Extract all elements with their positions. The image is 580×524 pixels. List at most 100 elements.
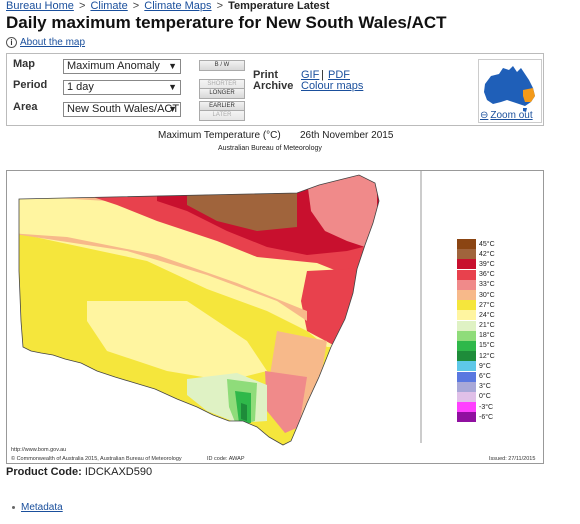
legend-label: 36°C <box>479 271 495 279</box>
breadcrumb-separator: > <box>78 0 86 12</box>
longer-button[interactable]: LONGER <box>199 88 245 99</box>
legend-swatch <box>457 300 476 311</box>
australia-minimap[interactable] <box>478 59 542 123</box>
period-select[interactable]: 1 day ▼ <box>63 80 181 95</box>
metadata-link[interactable]: Metadata <box>21 502 63 513</box>
legend-label: 12°C <box>479 352 495 360</box>
legend-swatch <box>457 249 476 260</box>
about-map-link[interactable]: About the map <box>20 37 86 48</box>
legend-swatch <box>457 402 476 413</box>
legend-swatch <box>457 259 476 270</box>
pdf-separator: | <box>321 69 324 81</box>
map-title: Maximum Temperature (°C) <box>158 130 281 141</box>
gif-link[interactable]: GIF <box>301 69 320 81</box>
print-label: Print <box>253 69 279 81</box>
period-select-value: 1 day <box>67 81 94 93</box>
breadcrumb-bureau-home[interactable]: Bureau Home <box>6 0 74 12</box>
map-copyright: © Commonwealth of Australia 2015, Austra… <box>11 456 182 462</box>
legend-swatch <box>457 279 476 290</box>
legend-item: 36°C <box>457 269 495 280</box>
breadcrumb-separator: > <box>216 0 224 12</box>
legend-label: 15°C <box>479 342 495 350</box>
chevron-down-icon: ▼ <box>168 61 177 71</box>
zoom-out-icon: ⊖ <box>480 110 489 121</box>
map-controls-panel: Map Maximum Anomaly ▼ Period 1 day ▼ Are… <box>6 53 544 126</box>
map-issued: Issued: 27/11/2015 <box>489 456 536 462</box>
legend-swatch <box>457 290 476 301</box>
breadcrumb-separator: > <box>132 0 140 12</box>
legend-swatch <box>457 381 476 392</box>
product-code-value: IDCKAXD590 <box>84 466 153 478</box>
legend-item: 27°C <box>457 300 495 311</box>
legend-item: 33°C <box>457 279 495 290</box>
map-select[interactable]: Maximum Anomaly ▼ <box>63 59 181 74</box>
map-date: 26th November 2015 <box>300 130 394 141</box>
legend-item: 3°C <box>457 381 495 392</box>
legend-swatch <box>457 310 476 321</box>
legend-item: 18°C <box>457 330 495 341</box>
zoom-out-link[interactable]: ⊖ Zoom out <box>480 110 533 121</box>
legend-swatch <box>457 340 476 351</box>
later-button[interactable]: LATER <box>199 110 245 121</box>
info-icon: i <box>6 37 17 48</box>
product-code: Product Code: IDCKAXD590 <box>6 466 152 478</box>
legend-label: 3°C <box>479 383 491 391</box>
legend-item: 15°C <box>457 340 495 351</box>
map-id-code: ID code: AWAP <box>207 456 245 462</box>
legend-item: 30°C <box>457 290 495 301</box>
breadcrumb-climate-maps[interactable]: Climate Maps <box>144 0 212 12</box>
breadcrumb: Bureau Home > Climate > Climate Maps > T… <box>6 0 329 12</box>
legend-item: 21°C <box>457 320 495 331</box>
australia-map-icon <box>484 66 535 112</box>
bw-button[interactable]: B / W <box>199 60 245 71</box>
page-title: Daily maximum temperature for New South … <box>6 13 447 32</box>
legend-label: 9°C <box>479 362 491 370</box>
area-select-value: New South Wales/ACT <box>67 103 180 115</box>
map-label: Map <box>13 58 35 70</box>
legend-swatch <box>457 239 476 250</box>
legend-label: 27°C <box>479 301 495 309</box>
nsw-temperature-map-image <box>18 171 422 446</box>
colour-maps-link[interactable]: Colour maps <box>301 80 364 92</box>
metadata-list-item: Metadata <box>12 502 63 513</box>
legend-item: 0°C <box>457 391 495 402</box>
chevron-down-icon: ▼ <box>168 82 177 92</box>
product-code-label: Product Code: <box>6 466 82 478</box>
legend-item: 9°C <box>457 361 495 372</box>
legend-label: 42°C <box>479 250 495 258</box>
legend-label: 39°C <box>479 260 495 268</box>
map-subtitle: Australian Bureau of Meteorology <box>218 145 322 152</box>
legend-swatch <box>457 351 476 362</box>
legend-swatch <box>457 320 476 331</box>
legend-item: 39°C <box>457 259 495 270</box>
legend-label: 33°C <box>479 281 495 289</box>
map-website: http://www.bom.gov.au <box>11 447 67 453</box>
legend-label: 6°C <box>479 373 491 381</box>
legend-label: 30°C <box>479 291 495 299</box>
temperature-map: http://www.bom.gov.au © Commonwealth of … <box>6 170 544 464</box>
legend-swatch <box>457 371 476 382</box>
legend-label: 0°C <box>479 393 491 401</box>
legend-swatch <box>457 412 476 423</box>
legend-label: 45°C <box>479 240 495 248</box>
pdf-link[interactable]: PDF <box>328 69 350 81</box>
legend-label: 18°C <box>479 332 495 340</box>
legend-label: 24°C <box>479 311 495 319</box>
area-select[interactable]: New South Wales/ACT ▼ <box>63 102 181 117</box>
map-select-value: Maximum Anomaly <box>67 60 160 72</box>
breadcrumb-current: Temperature Latest <box>228 0 330 12</box>
legend-item: 6°C <box>457 371 495 382</box>
legend-label: 21°C <box>479 322 495 330</box>
about-map: i About the map <box>6 37 85 48</box>
legend-item: -6°C <box>457 412 495 423</box>
breadcrumb-climate[interactable]: Climate <box>90 0 128 12</box>
chevron-down-icon: ▼ <box>168 104 177 114</box>
legend-swatch <box>457 391 476 402</box>
legend-item: 24°C <box>457 310 495 321</box>
legend-item: 12°C <box>457 351 495 362</box>
legend-label: -6°C <box>479 413 494 421</box>
archive-label: Archive <box>253 80 294 92</box>
temperature-legend: 45°C 42°C 39°C 36°C 33°C 30°C 27°C 24°C 21°C 18°C… <box>457 239 495 423</box>
area-label: Area <box>13 101 38 113</box>
legend-item: -3°C <box>457 402 495 413</box>
